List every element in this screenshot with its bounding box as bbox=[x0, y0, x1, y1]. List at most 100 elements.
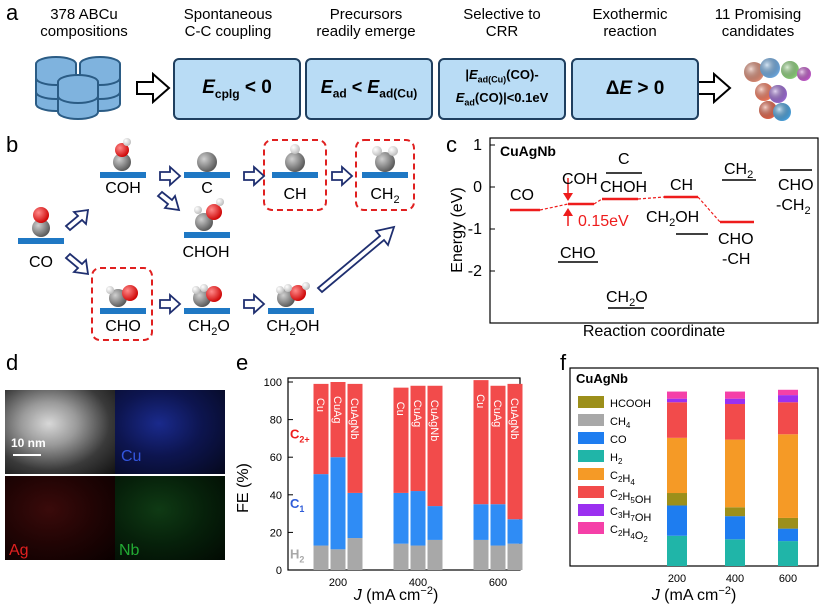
level-label-cho: CHO bbox=[560, 245, 596, 262]
x-axis-label: J (mA cm−2) bbox=[651, 585, 737, 604]
x-tick-label: 400 bbox=[726, 573, 744, 585]
stage-title-line2: reaction bbox=[603, 23, 657, 40]
panel-d-label: d bbox=[6, 350, 19, 375]
stage-title-candidates: 11 Promising candidates bbox=[694, 6, 822, 40]
level-label-ch2oh: CH2OH bbox=[646, 209, 699, 229]
catalyst-label: CuAgNb bbox=[508, 398, 520, 440]
legend-label: HCOOH bbox=[610, 398, 651, 410]
criterion-box-selective: |Ead(Cu)(CO)- Ead(CO)|<0.1eV bbox=[438, 58, 566, 120]
bar-segment-co bbox=[725, 516, 745, 540]
bar-segment-c1 bbox=[507, 519, 523, 544]
stage-title-line2: candidates bbox=[721, 23, 795, 40]
level-label-ch2o: CH2O bbox=[606, 289, 648, 309]
panel-a-label: a bbox=[6, 0, 19, 25]
legend-swatch bbox=[578, 414, 604, 426]
stage-title-line1: 378 ABCu bbox=[50, 6, 118, 23]
catalyst-label: Cu bbox=[314, 398, 326, 412]
legend-swatch bbox=[578, 522, 604, 534]
bar-segment-c1 bbox=[347, 492, 363, 539]
stage-title-line2: compositions bbox=[40, 23, 128, 40]
level-label-ch: CH bbox=[670, 177, 693, 194]
x-tick-label: 600 bbox=[779, 573, 797, 585]
level-label-cho-ch-2: -CH bbox=[722, 251, 750, 268]
criterion-selective-line1: |Ead(Cu)(CO)- bbox=[465, 67, 539, 85]
bar-segment-h2 bbox=[667, 535, 687, 566]
bar-segment-c3h7oh_top bbox=[778, 395, 798, 403]
catalyst-label: Cu bbox=[474, 394, 486, 408]
bar-segment-co bbox=[778, 528, 798, 542]
reaction-network-diagram bbox=[18, 138, 415, 341]
panel-b-label: b bbox=[6, 132, 19, 157]
plot-frame bbox=[489, 137, 819, 324]
species-label-cho: CHO bbox=[105, 318, 141, 335]
bar-segment-c2h4 bbox=[778, 434, 798, 518]
bar-segment-h2 bbox=[393, 543, 409, 570]
product-fe-stacked-bar-chart: CuAgNb J (mA cm−2) HCOOH CH4 CO H2 C2H4C2H5O… bbox=[569, 367, 819, 604]
stage-title-line2: C-C coupling bbox=[184, 23, 272, 40]
bar-segment-c1 bbox=[473, 504, 489, 540]
y-tick-label: 40 bbox=[270, 490, 282, 502]
highlight-ch2-box bbox=[355, 139, 415, 211]
bar-segment-c3h7oh_top bbox=[725, 398, 745, 405]
bar-segment-co bbox=[667, 505, 687, 536]
criterion-box-ad: Ead < Ead(Cu) bbox=[305, 58, 433, 120]
legend-swatch bbox=[578, 468, 604, 480]
species-label-ch2oh: CH2OH bbox=[266, 318, 320, 339]
species-label-c: C bbox=[201, 180, 213, 197]
y-tick-label: -1 bbox=[468, 221, 482, 238]
stage-title-line1: Selective to bbox=[463, 6, 541, 23]
species-label-coh: COH bbox=[105, 180, 141, 197]
stage-title-line2: CRR bbox=[485, 23, 519, 40]
bar-segment-h2 bbox=[330, 549, 346, 570]
level-label-coh: COH bbox=[562, 171, 598, 188]
scale-bar-label: 10 nm bbox=[11, 436, 46, 450]
arrow-icon bbox=[159, 164, 182, 188]
catalyst-label: CuAg bbox=[411, 400, 423, 428]
stage-title-line1: 11 Promising bbox=[714, 6, 802, 23]
criterion-exothermic-text: ΔE > 0 bbox=[605, 78, 665, 99]
series-label: H2 bbox=[290, 547, 304, 565]
bar-segment-c2h4o2_top bbox=[725, 391, 745, 399]
nb-map-image: Nb bbox=[115, 476, 225, 560]
bar-segment-c1 bbox=[393, 492, 409, 544]
level-label-c: C bbox=[618, 151, 630, 168]
arrow-icon bbox=[156, 190, 181, 212]
legend-swatch bbox=[578, 504, 604, 516]
legend-swatch bbox=[578, 450, 604, 462]
scale-bar bbox=[13, 454, 41, 456]
stage-title-compositions: 378 ABCu compositions bbox=[14, 6, 154, 40]
arrow-icon bbox=[159, 292, 182, 316]
bar-segment-h2 bbox=[347, 538, 363, 570]
catalyst-label: Cu bbox=[394, 402, 406, 416]
bar-segment-h2 bbox=[778, 541, 798, 566]
criterion-ad-text: Ead < Ead(Cu) bbox=[320, 77, 418, 101]
bar-segment-c2plus bbox=[507, 383, 523, 520]
criterion-selective-line2: Ead(CO)|<0.1eV bbox=[455, 90, 549, 108]
stage-title-precursors: Precursors readily emerge bbox=[296, 6, 436, 40]
bar-segment-c1 bbox=[330, 457, 346, 550]
criterion-box-exothermic: ΔE > 0 bbox=[571, 58, 699, 120]
legend-swatch bbox=[578, 432, 604, 444]
ag-map-label: Ag bbox=[9, 542, 29, 559]
bar-segment-h2 bbox=[473, 539, 489, 570]
criterion-cplg-text: Ecplg < 0 bbox=[202, 77, 272, 101]
legend-label: C2H4O2 bbox=[610, 524, 648, 544]
energy-profile-chart: CuAgNb 1 0 -1 -2 Energy (eV) Reaction co… bbox=[449, 137, 819, 340]
bar-segment-c2h4 bbox=[667, 437, 687, 494]
catalyst-label: CuAgNb bbox=[428, 400, 440, 442]
bar-segment-c2plus bbox=[410, 385, 426, 492]
highlight-cho-box bbox=[91, 267, 153, 341]
species-label-ch: CH bbox=[283, 186, 307, 203]
stage-title-exothermic: Exothermic reaction bbox=[560, 6, 700, 40]
bar-segment-hcooh bbox=[778, 517, 798, 529]
y-tick-label: 100 bbox=[264, 377, 282, 389]
bar-segment-c2plus bbox=[347, 383, 363, 493]
stage-title-line2: readily emerge bbox=[316, 23, 416, 40]
bar-segment-h2 bbox=[410, 545, 426, 570]
chart-title: CuAgNb bbox=[576, 371, 628, 386]
species-label-ch2o: CH2O bbox=[188, 318, 230, 339]
x-tick-label: 200 bbox=[668, 573, 686, 585]
x-tick-label: 200 bbox=[329, 577, 347, 589]
x-tick-label: 400 bbox=[409, 577, 427, 589]
bar-segment-c2h5oh bbox=[667, 402, 687, 438]
